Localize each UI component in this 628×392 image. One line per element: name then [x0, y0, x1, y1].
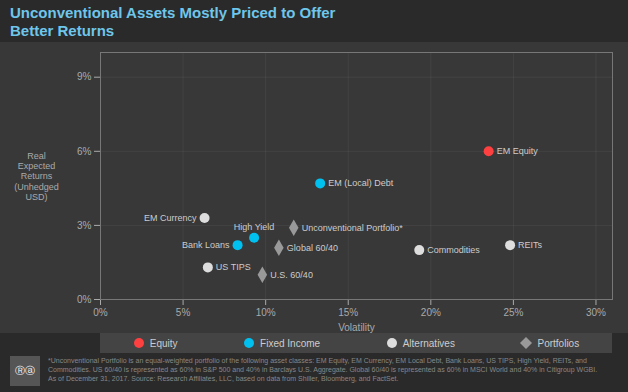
svg-text:EM Equity: EM Equity — [497, 146, 539, 156]
svg-text:Volatility: Volatility — [338, 322, 375, 333]
svg-text:Commodities: Commodities — [427, 245, 480, 255]
svg-text:REITs: REITs — [518, 240, 543, 250]
html-text:Fixed Income: Fixed Income — [260, 337, 321, 349]
svg-text:US TIPS: US TIPS — [216, 262, 251, 272]
svg-text:10%: 10% — [256, 307, 276, 318]
html-text:*Unconventional Portfolio is a: *Unconventional Portfolio is an equal-we… — [48, 357, 598, 382]
svg-text:High Yield: High Yield — [234, 222, 275, 232]
html-text:Portfolios: Portfolios — [537, 337, 580, 349]
svg-text:3%: 3% — [77, 220, 92, 231]
html-text:Equity: Equity — [149, 337, 178, 349]
svg-text:EM Currency: EM Currency — [144, 213, 197, 223]
svg-text:6%: 6% — [77, 146, 92, 157]
svg-text:25%: 25% — [503, 307, 523, 318]
svg-text:EM (Local) Debt: EM (Local) Debt — [328, 178, 394, 188]
svg-text:0%: 0% — [77, 294, 92, 305]
svg-text:Bank Loans: Bank Loans — [182, 240, 230, 250]
svg-text:U.S. 60/40: U.S. 60/40 — [270, 270, 313, 280]
html-text:Unconventional Assets Mostly P: Unconventional Assets Mostly Priced to O… — [10, 4, 336, 39]
svg-text:30%: 30% — [586, 307, 606, 318]
svg-text:20%: 20% — [421, 307, 441, 318]
svg-text:Unconventional Portfolio*: Unconventional Portfolio* — [302, 223, 404, 233]
svg-text:15%: 15% — [338, 307, 358, 318]
svg-text:RealExpectedReturns(UnhedgedUS: RealExpectedReturns(UnhedgedUSD) — [14, 151, 59, 202]
html-text:Alternatives: Alternatives — [402, 337, 455, 349]
svg-text:5%: 5% — [176, 307, 191, 318]
svg-text:9%: 9% — [77, 71, 92, 82]
svg-text:Global 60/40: Global 60/40 — [287, 243, 338, 253]
svg-text:0%: 0% — [93, 307, 108, 318]
